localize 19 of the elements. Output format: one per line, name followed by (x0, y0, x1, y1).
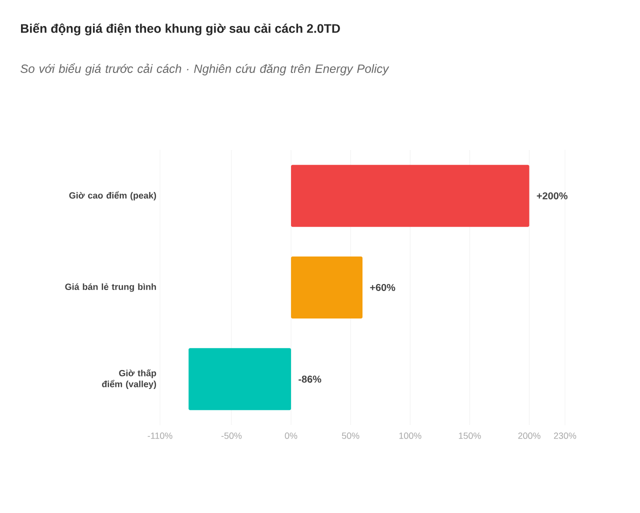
y-tick-label: Giá bán lẻ trung bình (65, 283, 156, 292)
chart-subtitle: So với biểu giá trước cải cách · Nghiên cứu đăng trên Energy Policy (20, 63, 390, 76)
chart-title: Biến động giá điện theo khung giờ sau cải cách 2.0TD (21, 23, 340, 36)
data-label: -86% (298, 376, 322, 383)
bar (291, 164, 530, 227)
x-tick-label: 50% (342, 432, 360, 439)
x-tick-label: -50% (221, 432, 242, 439)
x-tick-label: 230% (554, 432, 576, 439)
bar (291, 256, 362, 319)
data-label: +200% (536, 192, 568, 200)
x-tick-label: -110% (148, 432, 172, 439)
x-tick-label: 0% (284, 432, 298, 439)
x-tick-label: 150% (458, 432, 481, 439)
bar (188, 348, 292, 410)
data-label: +60% (370, 284, 396, 292)
y-tick-label: Giờ cao điểm (peak) (69, 191, 156, 200)
y-tick-label: Giờ thấp điểm (valley) (102, 369, 156, 390)
x-tick-label: 200% (518, 432, 540, 439)
x-tick-label: 100% (399, 432, 422, 439)
